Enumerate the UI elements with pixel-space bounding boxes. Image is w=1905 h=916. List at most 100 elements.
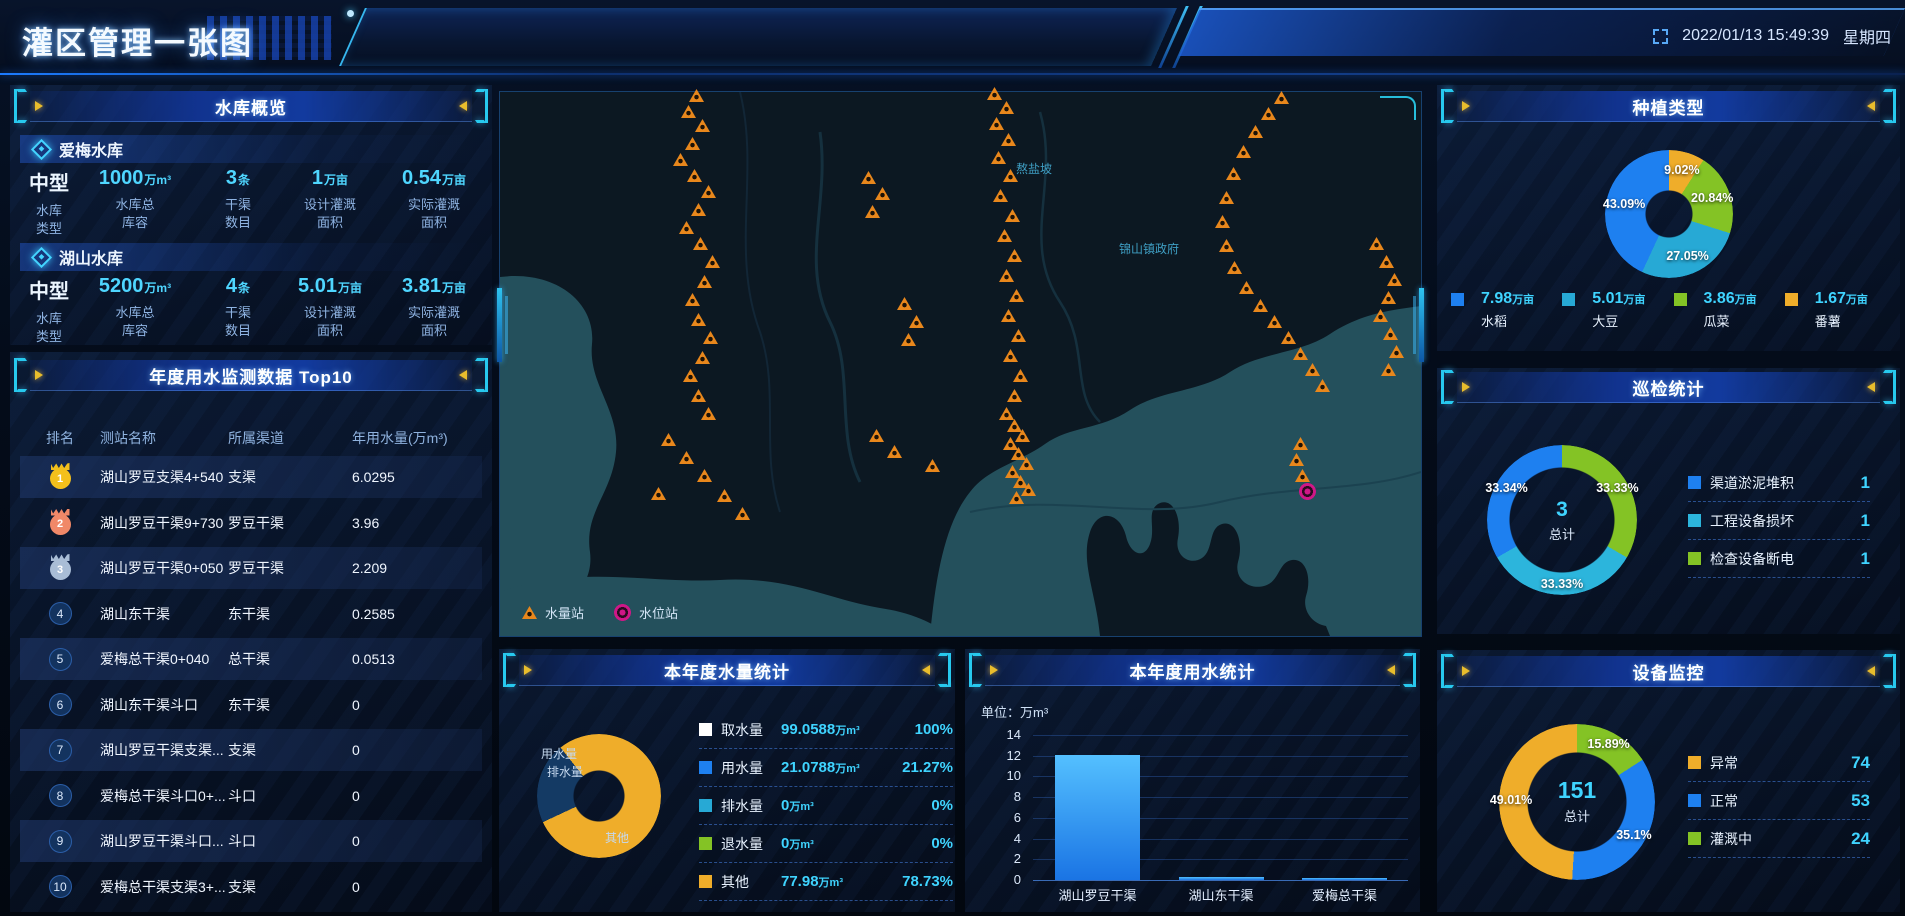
channel-cell: 支渠 xyxy=(228,469,256,485)
annual-volume-cell: 0.2585 xyxy=(352,605,395,622)
rank-badge: 6 xyxy=(48,693,72,716)
stat-value: 3条 xyxy=(190,167,286,190)
column-header: 年用水量(万m³) xyxy=(352,430,448,446)
water-volume-pie-chart[interactable] xyxy=(537,734,661,858)
station-name-cell: 湖山东干渠斗口 xyxy=(100,696,198,713)
slice-percent-label: 33.33% xyxy=(1596,480,1639,495)
datetime-text: 2022/01/13 15:49:39 xyxy=(1682,27,1829,44)
reservoir-stat: 5.01万亩 设计灌溉 面积 xyxy=(286,275,374,345)
legend-value: 5.01万亩 xyxy=(1592,290,1646,307)
panel-water-monitor-top10: 年度用水监测数据 Top10 排名 测站名称 所属渠道 年用水量(万m³) 1 湖… xyxy=(10,352,492,912)
bracket-left-decoration xyxy=(503,653,516,687)
irrigation-map[interactable]: 熬盐坡 锦山镇政府 水量站 水位站 xyxy=(497,87,1424,637)
legend-item[interactable]: 正常 53 xyxy=(1688,782,1870,820)
stat-label: 实际灌溉 面积 xyxy=(407,197,460,230)
bracket-left-decoration xyxy=(14,89,27,123)
stat-number: 中型 xyxy=(29,173,69,195)
gridline xyxy=(1033,797,1408,799)
legend-value: 1 xyxy=(1860,548,1870,568)
table-header: 排名 测站名称 所属渠道 年用水量(万m³) xyxy=(20,428,482,448)
fullscreen-icon[interactable] xyxy=(1653,28,1669,44)
legend-item[interactable]: 7.98万亩 水稻 xyxy=(1451,290,1562,330)
clock-area: 2022/01/13 15:49:39 星期四 xyxy=(1653,24,1891,48)
legend-item[interactable]: 工程设备损坏 1 xyxy=(1688,502,1870,540)
legend-item[interactable]: 1.67万亩 番薯 xyxy=(1784,290,1896,330)
arrow-left-icon xyxy=(1867,101,1875,111)
stat-value: 4条 xyxy=(190,275,286,298)
stat-percent: 0% xyxy=(931,835,953,852)
legend-item[interactable]: 检查设备断电 1 xyxy=(1688,540,1870,578)
legend-name: 灌溉中 xyxy=(1710,830,1752,847)
legend-item[interactable]: 渠道淤泥堆积 1 xyxy=(1688,464,1870,502)
legend-item[interactable]: 5.01万亩 大豆 xyxy=(1562,290,1673,330)
bar[interactable] xyxy=(1055,754,1140,880)
reservoir-stats-row: 中型 水库 类型 1000万m³ 水库总 库容 3条 干渠 数目 1万亩 设计灌溉 面积 0.54万亩实… xyxy=(18,167,494,237)
gridline xyxy=(1033,859,1408,861)
annual-volume-cell: 3.96 xyxy=(352,514,380,531)
top-header: 灌区管理一张图 2022/01/13 15:49:39 星期四 xyxy=(0,0,1905,75)
stat-unit: 万m³ xyxy=(789,839,814,851)
stat-unit: 万亩 xyxy=(441,173,466,187)
panel-water-volume-stats: 本年度水量统计 用水量 排水量 其他 取水量 99.0588万m³ 100% 用水量 21.… xyxy=(499,649,955,912)
legend-square-icon xyxy=(1688,756,1701,769)
column-header: 所属渠道 xyxy=(228,430,284,446)
bar[interactable] xyxy=(1302,878,1387,880)
stat-label: 水库 类型 xyxy=(35,203,62,236)
legend-item[interactable]: 异常 74 xyxy=(1688,744,1870,782)
water-level-station-marker[interactable] xyxy=(1299,483,1316,500)
stat-number: 5200 xyxy=(98,275,144,297)
panel-header: 巡检统计 xyxy=(1441,370,1896,404)
y-tick-label: 10 xyxy=(1006,768,1021,784)
legend-item-level-station: 水位站 xyxy=(614,603,678,622)
bracket-right-decoration xyxy=(1403,653,1416,687)
reservoir-stat: 3.81万亩 实际灌溉 面积 xyxy=(374,275,494,345)
table-row: 5 爱梅总干渠0+040 总干渠 0.0513 xyxy=(20,638,482,680)
reservoir-stat: 中型 水库 类型 xyxy=(18,275,80,345)
legend-item[interactable]: 3.86万亩 瓜菜 xyxy=(1673,290,1785,330)
station-name-cell: 湖山罗豆干渠9+730 xyxy=(100,514,224,531)
legend-unit: 万亩 xyxy=(1845,294,1868,306)
arrow-right-icon xyxy=(1462,382,1470,392)
device-donut-chart[interactable] xyxy=(1499,724,1655,880)
station-name-cell: 爱梅总干渠支渠3+... xyxy=(100,878,226,895)
panel-header-bar xyxy=(1457,372,1880,403)
channel-cell: 东干渠 xyxy=(228,696,270,713)
stat-value: 3.81万亩 xyxy=(374,275,494,298)
legend-name: 工程设备损坏 xyxy=(1710,512,1794,529)
legend-name: 水稻 xyxy=(1481,314,1508,329)
channel-cell: 支渠 xyxy=(228,742,256,758)
stat-unit: 万亩 xyxy=(324,173,349,187)
arrow-right-icon xyxy=(990,665,998,675)
rank-cell: 4 xyxy=(20,602,100,625)
table-row: 6 湖山东干渠斗口 东干渠 0 xyxy=(20,684,482,726)
volume-stat-row: 用水量 21.0788万m³ 21.27% xyxy=(699,749,953,787)
bar[interactable] xyxy=(1178,877,1264,880)
slice-percent-label: 43.09% xyxy=(1602,197,1646,212)
map-handle-right-decoration xyxy=(1413,288,1424,362)
legend-square-icon xyxy=(699,799,712,812)
stat-unit: 万m³ xyxy=(789,801,814,813)
inspection-legend: 渠道淤泥堆积 1 工程设备损坏 1 检查设备断电 1 xyxy=(1688,464,1870,578)
legend-square-icon xyxy=(699,761,712,774)
legend-item[interactable]: 灌溉中 24 xyxy=(1688,820,1870,858)
inspection-donut-chart[interactable] xyxy=(1487,445,1637,595)
planting-donut-chart[interactable] xyxy=(1605,150,1733,278)
stat-value: 5200万m³ xyxy=(80,275,190,298)
stat-value: 77.98万m³ xyxy=(781,873,843,890)
pie-slice-label: 用水量 xyxy=(541,747,578,761)
legend-square-icon xyxy=(1562,293,1576,306)
legend-square-icon xyxy=(699,875,712,888)
volume-stat-row: 退水量 0万m³ 0% xyxy=(699,825,953,863)
reservoir-section-header: 湖山水库 xyxy=(20,243,482,271)
legend-value: 1.67万亩 xyxy=(1814,290,1868,307)
water-volume-stat-list: 取水量 99.0588万m³ 100% 用水量 21.0788万m³ 21.27% 排水量 0… xyxy=(699,711,953,901)
pie-slice-label: 排水量 xyxy=(547,765,584,779)
rank-cell: 1 xyxy=(20,465,100,489)
stat-number: 0.54 xyxy=(402,167,441,189)
annual-volume-cell: 2.209 xyxy=(352,560,388,576)
stat-unit: 万亩 xyxy=(441,281,466,295)
stat-value: 1000万m³ xyxy=(80,167,190,190)
donut-center-total: 3 总计 xyxy=(1502,498,1622,543)
stat-value: 中型 xyxy=(18,167,80,196)
legend-label: 水位站 xyxy=(639,606,679,621)
